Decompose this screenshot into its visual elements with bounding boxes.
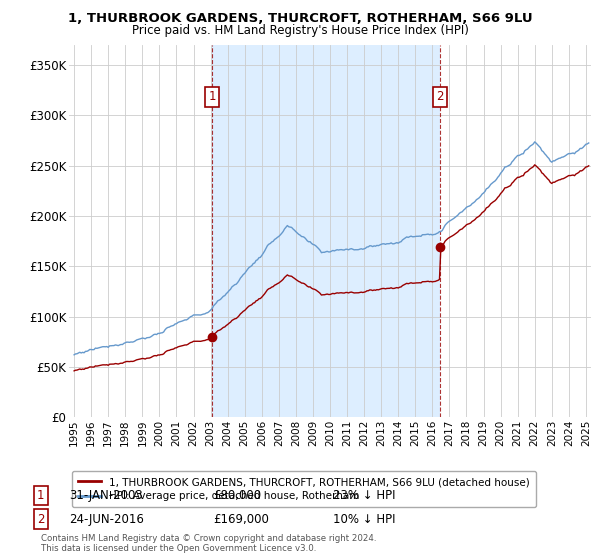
Text: 1, THURBROOK GARDENS, THURCROFT, ROTHERHAM, S66 9LU: 1, THURBROOK GARDENS, THURCROFT, ROTHERH… <box>68 12 532 25</box>
Text: Price paid vs. HM Land Registry's House Price Index (HPI): Price paid vs. HM Land Registry's House … <box>131 24 469 36</box>
Text: 2: 2 <box>436 90 444 104</box>
Legend: 1, THURBROOK GARDENS, THURCROFT, ROTHERHAM, S66 9LU (detached house), HPI: Avera: 1, THURBROOK GARDENS, THURCROFT, ROTHERH… <box>71 471 536 507</box>
Text: 24-JUN-2016: 24-JUN-2016 <box>69 512 144 526</box>
Text: 23% ↓ HPI: 23% ↓ HPI <box>333 489 395 502</box>
Text: 1: 1 <box>37 489 44 502</box>
Text: Contains HM Land Registry data © Crown copyright and database right 2024.
This d: Contains HM Land Registry data © Crown c… <box>41 534 376 553</box>
Text: 10% ↓ HPI: 10% ↓ HPI <box>333 512 395 526</box>
Text: 1: 1 <box>208 90 216 104</box>
Text: 31-JAN-2003: 31-JAN-2003 <box>69 489 143 502</box>
Bar <box>212 45 440 417</box>
Text: £169,000: £169,000 <box>213 512 269 526</box>
Text: 2: 2 <box>37 512 44 526</box>
Text: £80,000: £80,000 <box>213 489 261 502</box>
